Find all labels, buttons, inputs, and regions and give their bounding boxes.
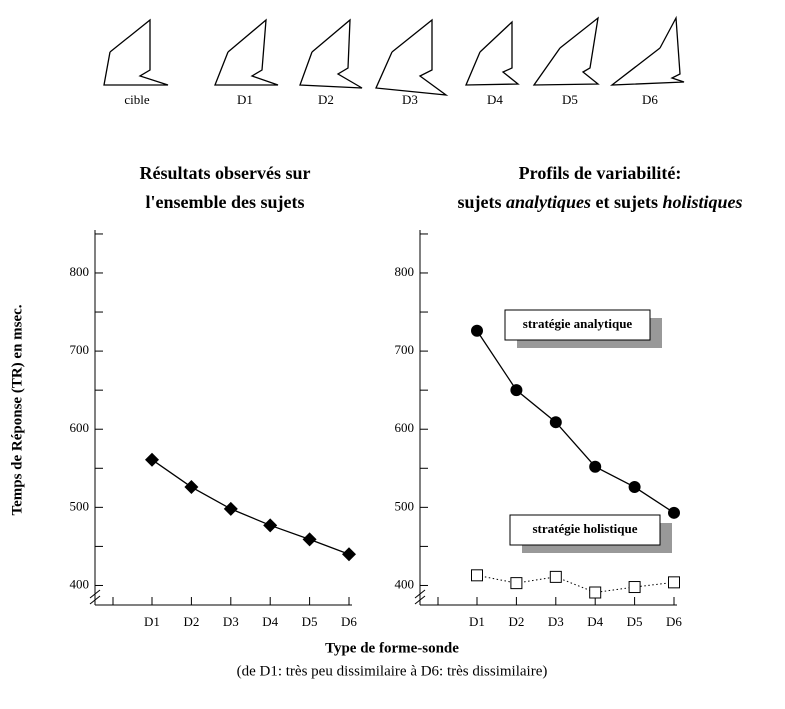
- series-line: [476, 574, 675, 594]
- marker: [668, 576, 680, 589]
- marker: [628, 581, 641, 594]
- shape-label: cible: [124, 92, 149, 107]
- marker: [263, 518, 278, 533]
- chart-title: sujets analytiques et sujets holistiques: [457, 192, 742, 212]
- x-tick-label: D4: [262, 614, 278, 629]
- y-tick-label: 700: [70, 342, 90, 357]
- marker: [589, 460, 602, 473]
- shape-d1: [214, 18, 279, 86]
- shape-label: D2: [318, 92, 334, 107]
- y-tick-label: 700: [395, 342, 415, 357]
- chart-title-part: sujets: [457, 192, 506, 212]
- x-tick-label: D4: [587, 614, 603, 629]
- axis-break: [89, 589, 101, 599]
- series-label: stratégie analytique: [523, 316, 633, 331]
- shape-cible: [103, 18, 169, 86]
- series-line: [476, 330, 675, 514]
- chart-title: Résultats observés sur: [140, 163, 311, 183]
- y-tick-label: 600: [70, 420, 90, 435]
- marker: [145, 452, 159, 467]
- marker: [471, 324, 483, 337]
- x-tick-label: D1: [469, 614, 485, 629]
- marker: [549, 570, 562, 583]
- x-tick-label: D6: [341, 614, 357, 629]
- y-tick-label: 500: [70, 498, 90, 513]
- shape-label: D4: [487, 92, 503, 107]
- marker: [628, 481, 641, 494]
- y-tick-label: 800: [395, 264, 415, 279]
- label-box: [504, 309, 651, 341]
- shape-d2: [299, 18, 363, 89]
- probe-shapes: [103, 15, 685, 96]
- label-box: [509, 514, 661, 546]
- chart-title: Profils de variabilité:: [519, 163, 682, 183]
- marker: [589, 586, 602, 599]
- shape-d5: [532, 16, 600, 86]
- series-label: stratégie holistique: [532, 521, 637, 536]
- shape-d3: [375, 18, 449, 96]
- x-tick-label: D2: [508, 614, 524, 629]
- marker: [510, 384, 523, 397]
- chart-title-part: holistiques: [662, 192, 742, 212]
- x-tick-label: D2: [183, 614, 199, 629]
- marker: [510, 577, 523, 590]
- axis-break: [89, 595, 101, 605]
- chart-title-part: analytiques: [506, 192, 591, 212]
- series-line: [151, 459, 350, 555]
- axis-break: [414, 595, 426, 605]
- x-axis-sublabel: (de D1: très peu dissimilaire à D6: très…: [237, 663, 548, 679]
- shape-d6: [609, 15, 685, 86]
- y-tick-label: 500: [395, 498, 415, 513]
- x-tick-label: D3: [548, 614, 564, 629]
- y-axis-label: Temps de Réponse (TR) en msec.: [9, 304, 25, 515]
- marker: [302, 532, 317, 547]
- x-tick-label: D6: [666, 614, 682, 629]
- marker: [471, 569, 483, 582]
- x-tick-label: D3: [223, 614, 239, 629]
- x-axis-label: Type de forme-sonde: [325, 640, 459, 656]
- marker: [184, 480, 199, 495]
- marker: [549, 416, 562, 429]
- y-tick-label: 600: [395, 420, 415, 435]
- shape-d4: [465, 20, 520, 86]
- shape-label: D3: [402, 92, 418, 107]
- y-tick-label: 400: [395, 576, 415, 591]
- y-tick-label: 800: [70, 264, 90, 279]
- marker: [223, 501, 238, 516]
- axis-break: [414, 589, 426, 599]
- y-tick-label: 400: [70, 576, 90, 591]
- x-tick-label: D5: [627, 614, 643, 629]
- shape-label: D5: [562, 92, 578, 107]
- x-tick-label: D5: [302, 614, 318, 629]
- marker: [342, 547, 356, 562]
- shape-label: D1: [237, 92, 253, 107]
- chart-title: l'ensemble des sujets: [146, 192, 305, 212]
- chart-title-part: et sujets: [591, 192, 662, 212]
- marker: [668, 506, 680, 519]
- x-tick-label: D1: [144, 614, 160, 629]
- shape-label: D6: [642, 92, 658, 107]
